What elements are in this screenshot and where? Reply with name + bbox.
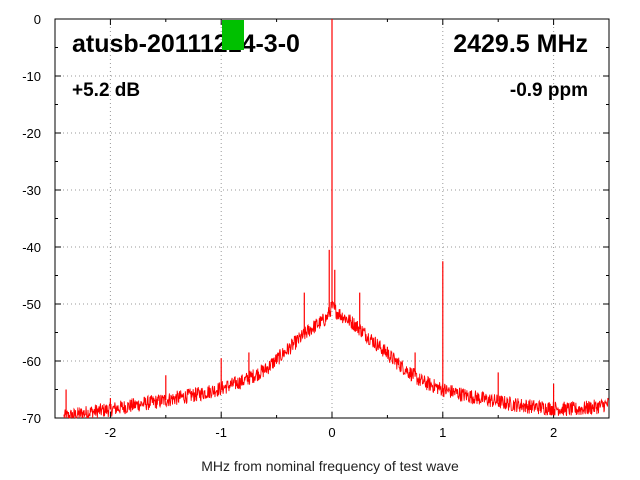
x-tick-label: 2 — [550, 425, 557, 440]
chart-title: atusb-20111214-3-0 — [72, 30, 300, 58]
ppm-label: -0.9 ppm — [510, 80, 588, 101]
y-tick-label: -30 — [22, 183, 41, 198]
y-tick-label: -70 — [22, 411, 41, 426]
axis-ticks: -2 -1 0 1 20-10-20-30-40-50-60-70 — [22, 12, 610, 440]
y-tick-label: -40 — [22, 240, 41, 255]
y-tick-label: -60 — [22, 354, 41, 369]
y-tick-label: -50 — [22, 297, 41, 312]
series-layer — [63, 19, 610, 419]
y-tick-label: -20 — [22, 126, 41, 141]
x-tick-label: 0 — [328, 425, 335, 440]
x-tick-label: -2 — [105, 425, 117, 440]
x-tick-label: -1 — [215, 425, 227, 440]
series-noise-trace — [63, 301, 610, 419]
gain-label: +5.2 dB — [72, 80, 140, 101]
y-tick-label: -10 — [22, 69, 41, 84]
y-tick-label: 0 — [34, 12, 41, 27]
x-axis-label: MHz from nominal frequency of test wave — [201, 458, 459, 474]
x-tick-label: 1 — [439, 425, 446, 440]
frequency-label: 2429.5 MHz — [453, 30, 588, 58]
status-indicator-square — [222, 20, 244, 50]
